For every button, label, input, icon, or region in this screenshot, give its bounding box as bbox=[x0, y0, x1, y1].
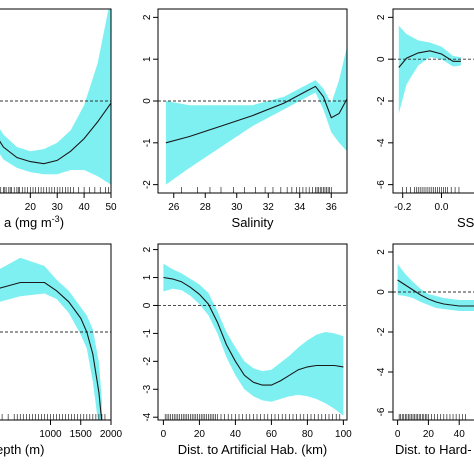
y-tick-label: 0 bbox=[376, 289, 387, 295]
y-tick-label: -2 bbox=[376, 327, 387, 336]
x-axis-title-salinity: Salinity bbox=[232, 215, 274, 230]
y-tick-label: -4 bbox=[376, 138, 387, 147]
y-tick-label: 0 bbox=[376, 56, 387, 62]
y-tick-label: -1 bbox=[142, 329, 153, 338]
x-tick-label: 40 bbox=[79, 202, 91, 213]
x-tick-label: 30 bbox=[52, 202, 64, 213]
x-tick-label: 50 bbox=[105, 202, 117, 213]
smooth-curve-sss bbox=[398, 50, 461, 68]
panel-chla: 20 30 40 50 a (mg m-3) bbox=[0, 8, 117, 230]
x-axis-title-sss: SSS bbox=[457, 215, 474, 230]
smooth-curve-chla bbox=[0, 102, 111, 165]
plot-frame-chla bbox=[0, 8, 112, 194]
y-tick-label: -4 bbox=[142, 412, 153, 421]
x-tick-label: 1000 bbox=[39, 429, 62, 440]
smooth-curve-hard bbox=[397, 279, 474, 307]
x-axis-title-depth: epth (m) bbox=[0, 442, 44, 457]
x-tick-label: 1500 bbox=[70, 429, 93, 440]
y-tick-label: 2 bbox=[376, 14, 387, 20]
smooth-curve-depth bbox=[0, 281, 103, 420]
x-axis-title-hard: Dist. to Hard- bbox=[395, 442, 472, 457]
y-tick-label: -2 bbox=[142, 180, 153, 189]
y-tick-label: 0 bbox=[142, 302, 153, 308]
y-tick-label: -4 bbox=[376, 367, 387, 376]
x-tick-label: 80 bbox=[302, 429, 314, 440]
y-tick-label: 2 bbox=[142, 246, 153, 252]
y-tick-label: -6 bbox=[376, 180, 387, 189]
confidence-band-chla bbox=[0, 9, 111, 185]
x-tick-label: 0 bbox=[395, 429, 401, 440]
x-tick-label: 40 bbox=[454, 429, 466, 440]
x-tick-label: 0.0 bbox=[435, 202, 449, 213]
x-tick-label: 60 bbox=[266, 429, 278, 440]
y-tick-label: 1 bbox=[142, 56, 153, 62]
panel-salinity: 26 28 30 32 34 36 -2 -1 0 1 2 Salinity bbox=[142, 8, 348, 230]
x-tick-label: 100 bbox=[335, 429, 352, 440]
x-tick-label: 20 bbox=[423, 429, 435, 440]
x-tick-label: 0 bbox=[161, 429, 167, 440]
x-tick-label: 20 bbox=[25, 202, 37, 213]
plot-frame-artificial bbox=[157, 243, 348, 421]
plot-frame-hard bbox=[392, 243, 474, 421]
x-tick-label: -0.2 bbox=[394, 202, 412, 213]
y-tick-label: 0 bbox=[142, 98, 153, 104]
confidence-band-depth bbox=[0, 257, 102, 420]
x-tick-label: 20 bbox=[194, 429, 206, 440]
y-tick-label: -6 bbox=[376, 407, 387, 416]
confidence-band-sss bbox=[398, 25, 461, 114]
x-tick-label: 26 bbox=[168, 202, 180, 213]
x-tick-label: 2000 bbox=[100, 429, 123, 440]
confidence-band-salinity bbox=[165, 46, 347, 185]
x-tick-label: 36 bbox=[326, 202, 338, 213]
panel-sss: -0.2 0.0 -6 -4 -2 0 2 SSS bbox=[376, 8, 474, 230]
smooth-curve-artificial bbox=[163, 276, 344, 386]
y-tick-label: 2 bbox=[376, 249, 387, 255]
y-tick-label: 2 bbox=[142, 14, 153, 20]
y-tick-label: -2 bbox=[142, 356, 153, 365]
panel-artificial: 0 20 40 60 80 100 -4 -3 -2 -1 0 1 2 Dist. to Artifici… bbox=[142, 243, 352, 457]
y-tick-label: -1 bbox=[142, 138, 153, 147]
x-tick-label: 34 bbox=[294, 202, 306, 213]
smooth-curve-salinity bbox=[165, 85, 347, 144]
x-tick-label: 30 bbox=[231, 202, 243, 213]
x-axis-title-artificial: Dist. to Artificial Hab. (km) bbox=[178, 442, 328, 457]
confidence-band-artificial bbox=[163, 263, 344, 416]
x-tick-label: 40 bbox=[230, 429, 242, 440]
x-axis-title-chla: a (mg m-3) bbox=[4, 214, 64, 230]
x-tick-label: 28 bbox=[200, 202, 212, 213]
panel-hard: 0 20 40 -6 -4 -2 0 2 Dist. to Hard- bbox=[376, 243, 474, 457]
x-tick-label: 32 bbox=[263, 202, 275, 213]
panel-depth: 1000 1500 2000 epth (m) bbox=[0, 243, 123, 457]
y-tick-label: -2 bbox=[376, 96, 387, 105]
y-tick-label: -3 bbox=[142, 384, 153, 393]
confidence-band-hard bbox=[397, 264, 474, 311]
y-tick-label: 1 bbox=[142, 274, 153, 280]
